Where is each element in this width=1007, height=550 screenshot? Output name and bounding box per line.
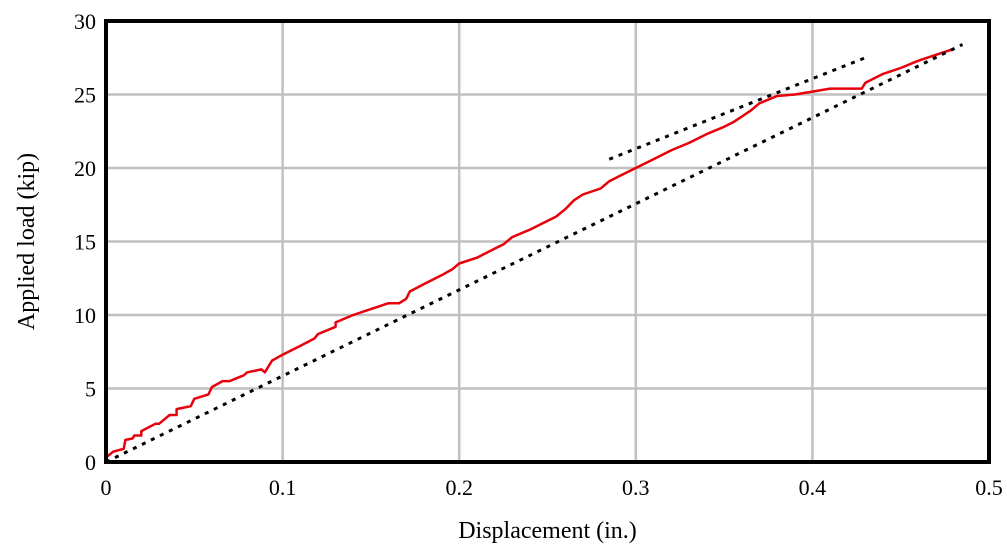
y-tick-label: 30 (74, 9, 96, 34)
y-tick-label: 10 (74, 303, 96, 328)
y-tick-label: 5 (85, 377, 96, 402)
grid-lines (104, 19, 991, 464)
x-tick-label: 0.5 (975, 475, 1003, 500)
load-displacement-curve (105, 47, 955, 459)
y-tick-label: 25 (74, 83, 96, 108)
y-tick-label: 0 (85, 450, 96, 475)
series-group (105, 43, 964, 464)
x-tick-label: 0 (101, 475, 112, 500)
y-tick-label: 20 (74, 156, 96, 181)
x-axis-label: Displacement (in.) (458, 518, 637, 544)
x-tick-label: 0.3 (622, 475, 650, 500)
y-tick-label: 15 (74, 230, 96, 255)
x-tick-label: 0.1 (269, 475, 297, 500)
fit-line-1 (105, 43, 964, 464)
plot-frame (104, 19, 991, 464)
tick-labels: 0 0.1 0.2 0.3 0.4 0.5 0 5 10 15 20 25 30 (74, 9, 1003, 500)
x-tick-label: 0.4 (799, 475, 827, 500)
y-axis-label: Applied load (kip) (14, 153, 40, 330)
fit-line-2 (608, 54, 870, 161)
x-tick-label: 0.2 (445, 475, 473, 500)
